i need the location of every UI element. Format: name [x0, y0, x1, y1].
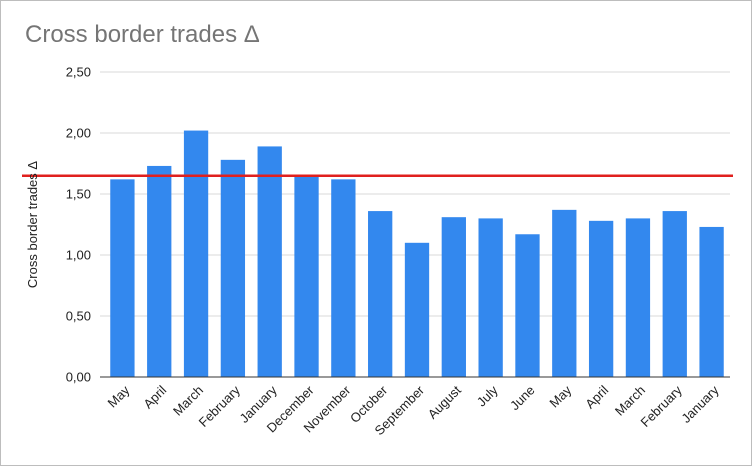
y-tick-labels: 0,00 0,50 1,00 1,50 2,00 2,50 — [66, 65, 91, 385]
bar — [147, 165, 172, 377]
y-tick-label: 2,50 — [66, 65, 91, 80]
y-tick-label: 2,00 — [66, 126, 91, 141]
bar — [552, 209, 577, 377]
bar — [662, 211, 687, 377]
y-axis-label: Cross border trades Δ — [25, 161, 40, 288]
x-tick-label: February — [196, 382, 244, 430]
x-tick-label: April — [582, 382, 611, 411]
y-tick-label: 1,00 — [66, 248, 91, 263]
chart-title: Cross border trades Δ — [25, 21, 260, 48]
bar — [478, 218, 503, 377]
x-tick-label: August — [425, 382, 464, 421]
bar — [588, 220, 614, 377]
bar — [331, 179, 356, 377]
bar — [368, 211, 393, 377]
bar — [404, 242, 430, 377]
bar — [441, 217, 466, 377]
x-tick-label: April — [140, 382, 169, 411]
bar — [110, 179, 135, 377]
bars — [110, 130, 724, 377]
bar — [220, 159, 246, 377]
bar — [515, 234, 540, 377]
y-tick-label: 1,50 — [66, 187, 91, 202]
bar — [625, 218, 651, 377]
bar — [294, 175, 319, 377]
x-tick-label: July — [474, 382, 501, 409]
x-tick-label: May — [105, 382, 133, 410]
bar — [699, 226, 724, 377]
x-tick-label: January — [678, 382, 722, 426]
bar — [183, 130, 209, 377]
x-tick-label: February — [637, 382, 685, 430]
x-tick-labels: May April MarchFebruaryJanuaryDecemberNove… — [105, 382, 723, 438]
bar — [257, 146, 282, 377]
x-tick-label: May — [546, 382, 574, 410]
y-tick-label: 0,00 — [66, 370, 91, 385]
y-tick-label: 0,50 — [66, 309, 91, 324]
x-tick-label: June — [507, 383, 538, 414]
